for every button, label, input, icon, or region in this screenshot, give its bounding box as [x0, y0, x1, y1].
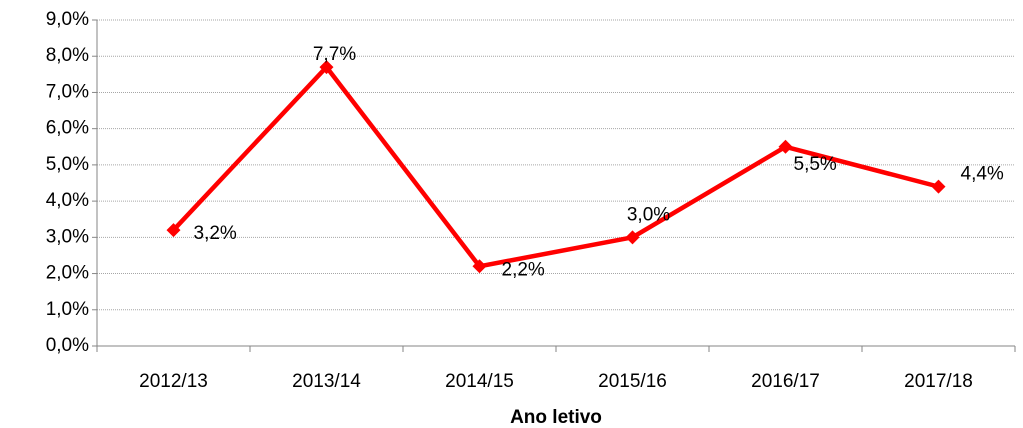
- y-tick-label: 3,0%: [46, 226, 89, 247]
- y-tick-label: 1,0%: [46, 299, 89, 320]
- y-tick-label: 9,0%: [46, 9, 89, 30]
- marker: [472, 259, 487, 274]
- x-tick-label: 2015/16: [598, 371, 667, 392]
- data-line: [171, 64, 940, 269]
- marker: [778, 139, 793, 154]
- x-tick-label: 2016/17: [751, 371, 820, 392]
- y-tick-label: 0,0%: [46, 335, 89, 356]
- y-tick-label: 8,0%: [46, 45, 89, 66]
- y-tick-label: 6,0%: [46, 118, 89, 139]
- data-label: 7,7%: [313, 44, 356, 65]
- y-tick-label: 2,0%: [46, 263, 89, 284]
- data-label: 3,0%: [627, 204, 670, 225]
- x-tick-label: 2013/14: [292, 371, 361, 392]
- data-label: 3,2%: [194, 223, 237, 244]
- y-tick-label: 7,0%: [46, 81, 89, 102]
- y-tick-label: 4,0%: [46, 190, 89, 211]
- marker: [931, 179, 946, 194]
- marker: [319, 60, 334, 75]
- marker: [166, 223, 181, 238]
- x-tick-label: 2012/13: [139, 371, 208, 392]
- data-label: 2,2%: [502, 259, 545, 280]
- x-axis-label: Ano letivo: [510, 407, 602, 428]
- x-tick-label: 2014/15: [445, 371, 514, 392]
- marker: [625, 230, 640, 245]
- data-label: 4,4%: [961, 164, 1004, 185]
- y-tick-label: 5,0%: [46, 154, 89, 175]
- x-tick-label: 2017/18: [904, 371, 973, 392]
- data-label: 5,5%: [794, 154, 837, 175]
